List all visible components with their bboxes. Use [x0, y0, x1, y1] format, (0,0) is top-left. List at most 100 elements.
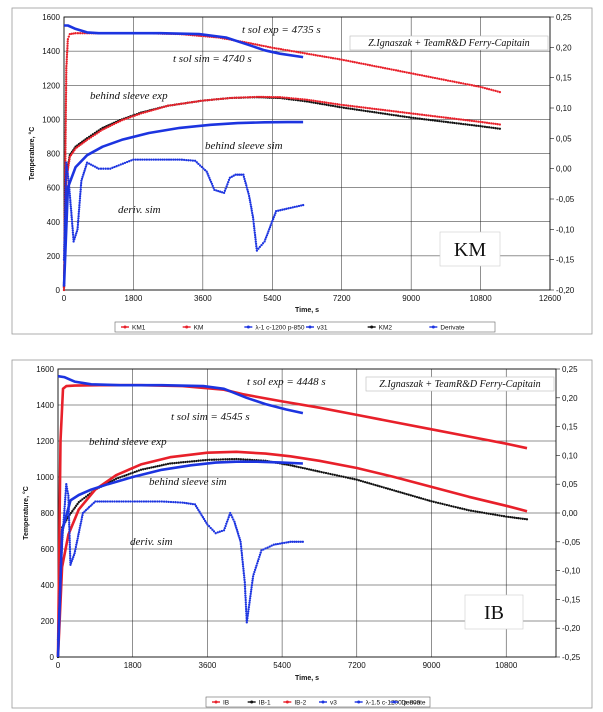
data-point [248, 601, 251, 604]
data-point [144, 467, 147, 471]
data-point [433, 115, 437, 118]
data-point [120, 500, 123, 503]
data-point [492, 126, 495, 130]
data-point [113, 500, 116, 503]
data-point [297, 204, 301, 208]
data-point [64, 84, 68, 87]
data-point [65, 67, 68, 70]
data-point [485, 125, 489, 129]
data-point [353, 478, 356, 481]
data-point [104, 167, 107, 170]
data-point [244, 598, 247, 602]
data-point [257, 95, 261, 99]
data-point [368, 482, 371, 485]
data-point [143, 158, 146, 161]
data-point [451, 80, 454, 83]
data-point [67, 503, 70, 506]
data-point [64, 183, 67, 186]
x-tick-label: 7200 [333, 294, 351, 303]
data-point [156, 465, 159, 468]
data-point [202, 517, 206, 521]
data-point [229, 511, 232, 515]
data-point [61, 538, 64, 541]
legend-marker [357, 700, 361, 704]
data-point [433, 119, 437, 122]
data-point [68, 548, 72, 551]
legend-marker [392, 700, 396, 704]
data-point [331, 104, 335, 108]
y-tick-label: 600 [47, 184, 61, 193]
data-point [80, 516, 84, 519]
y2-tick-label: -0,25 [562, 653, 581, 662]
data-point [258, 555, 261, 559]
data-point [121, 162, 125, 165]
series-line [57, 374, 304, 415]
data-point [219, 190, 222, 193]
data-point [316, 54, 319, 57]
data-point [168, 462, 172, 465]
data-point [89, 163, 93, 166]
data-point [268, 228, 271, 231]
data-point [255, 244, 258, 248]
data-point [169, 500, 173, 504]
data-point [420, 74, 424, 77]
data-point [492, 89, 495, 92]
data-point [234, 524, 237, 527]
data-point [260, 549, 263, 552]
data-point [65, 80, 68, 83]
data-point [426, 498, 429, 502]
data-point [423, 74, 426, 78]
data-point [462, 82, 465, 85]
data-point [78, 526, 81, 530]
data-point [58, 592, 62, 596]
data-point [65, 483, 68, 486]
data-point [210, 182, 214, 185]
data-point [71, 224, 74, 228]
data-point [227, 178, 231, 182]
data-point [112, 122, 116, 126]
data-point [150, 109, 153, 112]
data-point [64, 131, 67, 134]
data-point [377, 108, 380, 111]
data-point [457, 122, 461, 125]
data-point [215, 458, 218, 461]
data-point [431, 119, 434, 122]
data-point [179, 501, 182, 504]
legend-label: IB [223, 699, 229, 706]
data-point [240, 173, 243, 176]
data-point [442, 78, 445, 81]
data-point [80, 520, 83, 523]
data-point [455, 117, 458, 121]
data-point [62, 256, 66, 259]
data-point [149, 500, 152, 503]
data-point [63, 218, 67, 222]
data-point [335, 474, 339, 477]
data-point [364, 106, 367, 109]
data-point [285, 96, 288, 99]
data-point [70, 216, 73, 219]
data-point [244, 458, 247, 461]
data-point [481, 86, 484, 89]
data-point [62, 288, 66, 292]
data-point [276, 542, 280, 546]
y2-tick-label: -0,15 [562, 595, 581, 604]
data-point [438, 77, 441, 81]
data-point [233, 522, 237, 525]
data-point [483, 511, 486, 515]
data-point [244, 605, 248, 608]
data-point [223, 189, 227, 192]
data-point [64, 102, 68, 105]
data-point [333, 473, 336, 477]
data-point [182, 461, 185, 464]
data-point [249, 590, 253, 593]
data-point [64, 124, 67, 127]
data-point [63, 243, 66, 246]
data-point [87, 137, 91, 140]
data-point [69, 198, 72, 202]
data-point [244, 601, 247, 604]
data-point [230, 175, 233, 178]
data-point [78, 195, 82, 198]
data-point [111, 123, 114, 127]
data-point [63, 227, 66, 230]
data-point [291, 464, 294, 467]
